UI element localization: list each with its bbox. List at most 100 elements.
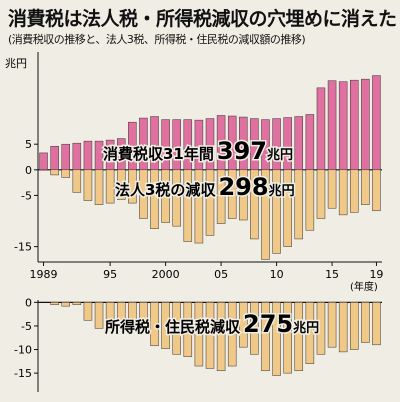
top-corporate-bar [61,169,70,178]
top-corporate-bar [172,169,181,227]
top-corporate-bar [327,169,337,209]
bottom-income-bar [316,302,326,355]
consumption-total-unit: 兆円 [267,147,293,163]
top-corporate-bar [227,169,237,219]
bottom-income-bar [105,302,115,329]
bottom-y-tick-label: -5 [21,320,32,333]
consumption-total-label: 消費税収31年間 397兆円 [103,137,293,165]
bottom-income-bar [261,302,270,372]
bottom-income-bar [350,302,359,350]
bottom-income-bar [139,302,148,334]
top-corporate-bar [261,169,270,260]
bottom-income-bar [172,302,181,355]
bottom-income-bar [72,302,82,305]
bottom-income-bar [183,302,193,357]
top-corporate-bar [128,169,137,204]
top-consumption-bar [327,80,337,171]
bottom-y-tick-label: -15 [14,367,32,380]
top-corporate-bar [150,169,159,229]
top-consumption-bar [294,116,304,171]
top-corporate-bar [139,169,148,219]
bottom-income-bar [227,302,237,367]
y-unit-label: 兆円 [5,57,27,70]
top-corporate-bar [94,169,104,205]
income-total-label: 所得税・住民税減収 275兆円 [105,310,319,338]
bottom-income-bar [338,302,348,353]
income-total-value: 275 [243,310,293,338]
top-y-tick-label: -15 [14,241,32,254]
top-consumption-bar [350,79,359,171]
bottom-income-bar [327,302,337,348]
top-corporate-bar [361,169,370,205]
top-y-tick-label: 5 [25,138,32,151]
x-tick-label: 19 [369,268,383,281]
bottom-income-bar [239,302,248,348]
top-corporate-bar [305,169,315,231]
top-corporate-bar [372,169,381,212]
bottom-income-bar [116,302,126,328]
top-consumption-bar [83,140,93,171]
x-tick-label: 05 [214,268,228,281]
top-consumption-bar [338,81,348,171]
corporate-total-value: 298 [218,173,268,201]
x-tick-label: 10 [270,268,284,281]
top-corporate-bar [72,169,82,193]
bottom-chart-bars [50,302,381,376]
top-y-tick-label: -5 [21,189,32,202]
top-corporate-bar [283,169,292,247]
x-tick-label: 1989 [30,268,58,281]
x-tick-label: 2000 [152,268,180,281]
income-total-text: 所得税・住民税減収 [105,318,241,336]
bottom-income-bar [250,302,259,355]
top-consumption-bar [39,152,48,171]
bottom-income-bar [272,302,281,376]
bottom-y-tick-label: 0 [25,296,32,309]
bottom-income-bar [361,302,370,343]
top-corporate-bar [205,169,215,236]
bottom-income-bar [372,302,381,346]
top-consumption-bar [94,140,104,171]
corporate-total-label: 法人3税の減収 298兆円 [115,173,295,201]
corporate-total-unit: 兆円 [269,183,295,199]
bottom-income-bar [216,302,226,372]
top-corporate-bar [161,169,170,223]
top-corporate-bar [272,169,281,254]
bottom-income-bar [94,302,104,329]
top-corporate-bar [194,169,204,244]
bottom-income-bar [194,302,204,367]
bottom-y-tick-label: -10 [14,344,32,357]
top-corporate-bar [350,169,359,213]
bottom-income-bar [128,302,137,321]
x-tick-label: 15 [325,268,339,281]
bottom-income-bar [50,302,59,305]
x-tick-label: 95 [103,268,117,281]
top-corporate-bar [338,169,348,216]
top-corporate-bar [294,169,304,240]
top-consumption-bar [316,87,326,171]
top-consumption-bar [61,143,70,171]
chart-annotations: 兆円 (年度) 消費税収31年間 397兆円 法人3税の減収 298兆円 所得税・住… [5,57,378,340]
top-corporate-bar [50,169,59,176]
bottom-income-bar [305,302,315,364]
top-consumption-bar [361,78,370,171]
bottom-income-bar [61,302,70,307]
top-consumption-bar [72,142,82,171]
top-corporate-bar [183,169,193,242]
top-corporate-bar [116,169,126,200]
top-consumption-bar [305,114,315,171]
bottom-income-bar [83,302,93,321]
top-corporate-bar [239,169,248,221]
top-chart-bars [39,75,381,260]
bottom-income-bar [294,302,304,372]
top-consumption-bar [372,75,381,171]
top-consumption-bar [50,145,59,171]
x-axis-label: (年度) [350,280,378,293]
top-y-tick-label: 0 [25,164,32,177]
income-total-unit: 兆円 [293,320,319,336]
consumption-total-text: 消費税収31年間 [103,145,214,163]
chart-subtitle: (消費税収の推移と、法人3税、所得税・住民税の減収額の推移) [8,33,306,46]
top-corporate-bar [250,169,259,240]
top-corporate-bar [105,169,115,204]
corporate-total-text: 法人3税の減収 [115,181,216,199]
bottom-income-bar [161,302,170,349]
